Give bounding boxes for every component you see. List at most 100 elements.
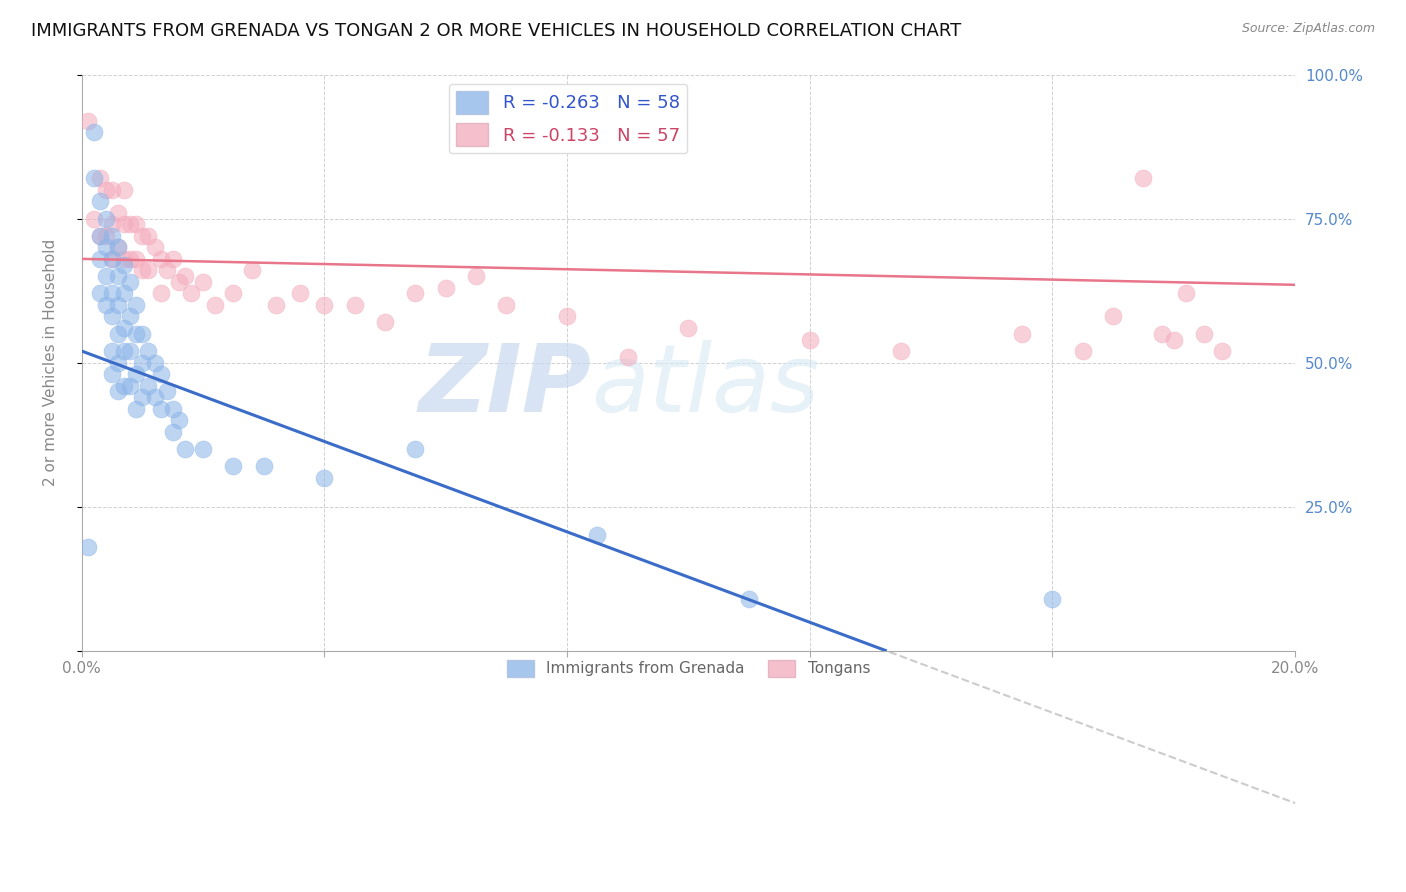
Point <box>112 252 135 266</box>
Point <box>107 206 129 220</box>
Point <box>107 269 129 284</box>
Point <box>101 228 124 243</box>
Text: atlas: atlas <box>592 340 820 431</box>
Point <box>131 263 153 277</box>
Point <box>404 286 426 301</box>
Point <box>131 228 153 243</box>
Point <box>101 217 124 231</box>
Point <box>222 286 245 301</box>
Point <box>495 298 517 312</box>
Point <box>107 355 129 369</box>
Point <box>143 355 166 369</box>
Point <box>1150 326 1173 341</box>
Point <box>1071 344 1094 359</box>
Point <box>1192 326 1215 341</box>
Point <box>1174 286 1197 301</box>
Point <box>120 310 142 324</box>
Point <box>107 298 129 312</box>
Point <box>138 344 160 359</box>
Point <box>149 367 172 381</box>
Point <box>112 321 135 335</box>
Point <box>138 378 160 392</box>
Point <box>94 183 117 197</box>
Point <box>180 286 202 301</box>
Point <box>555 310 578 324</box>
Point <box>89 228 111 243</box>
Point <box>94 298 117 312</box>
Point <box>76 113 98 128</box>
Point <box>162 401 184 416</box>
Point <box>120 252 142 266</box>
Point <box>288 286 311 301</box>
Point <box>167 413 190 427</box>
Point <box>1011 326 1033 341</box>
Point <box>125 367 148 381</box>
Point <box>107 240 129 254</box>
Point <box>125 326 148 341</box>
Point <box>101 310 124 324</box>
Point <box>1211 344 1233 359</box>
Point <box>101 252 124 266</box>
Point <box>120 217 142 231</box>
Point <box>120 344 142 359</box>
Point <box>125 401 148 416</box>
Point <box>191 442 214 456</box>
Point <box>89 252 111 266</box>
Point <box>101 344 124 359</box>
Point <box>101 183 124 197</box>
Point <box>112 378 135 392</box>
Point <box>138 263 160 277</box>
Point <box>1102 310 1125 324</box>
Point <box>89 171 111 186</box>
Point <box>107 240 129 254</box>
Point <box>94 211 117 226</box>
Point <box>1132 171 1154 186</box>
Point <box>131 326 153 341</box>
Point <box>162 425 184 439</box>
Point <box>173 442 195 456</box>
Point <box>94 228 117 243</box>
Point <box>149 252 172 266</box>
Point <box>374 315 396 329</box>
Point <box>1163 333 1185 347</box>
Point <box>465 269 488 284</box>
Point <box>1042 591 1064 606</box>
Point <box>222 459 245 474</box>
Point <box>89 228 111 243</box>
Point <box>314 471 336 485</box>
Point <box>112 344 135 359</box>
Point <box>149 286 172 301</box>
Point <box>120 275 142 289</box>
Point <box>314 298 336 312</box>
Point <box>112 286 135 301</box>
Point <box>125 217 148 231</box>
Point <box>156 263 179 277</box>
Point <box>143 240 166 254</box>
Point <box>173 269 195 284</box>
Point <box>204 298 226 312</box>
Point <box>240 263 263 277</box>
Point <box>738 591 761 606</box>
Point <box>94 240 117 254</box>
Point <box>112 217 135 231</box>
Point <box>94 269 117 284</box>
Point <box>89 194 111 209</box>
Point <box>107 384 129 399</box>
Point <box>191 275 214 289</box>
Point <box>264 298 287 312</box>
Text: ZIP: ZIP <box>419 340 592 432</box>
Point <box>83 171 105 186</box>
Text: Source: ZipAtlas.com: Source: ZipAtlas.com <box>1241 22 1375 36</box>
Point <box>162 252 184 266</box>
Point <box>107 326 129 341</box>
Point <box>125 298 148 312</box>
Point <box>76 540 98 554</box>
Point <box>253 459 276 474</box>
Point <box>101 286 124 301</box>
Point <box>120 378 142 392</box>
Point <box>138 228 160 243</box>
Point <box>83 211 105 226</box>
Point <box>101 252 124 266</box>
Point <box>678 321 700 335</box>
Point <box>404 442 426 456</box>
